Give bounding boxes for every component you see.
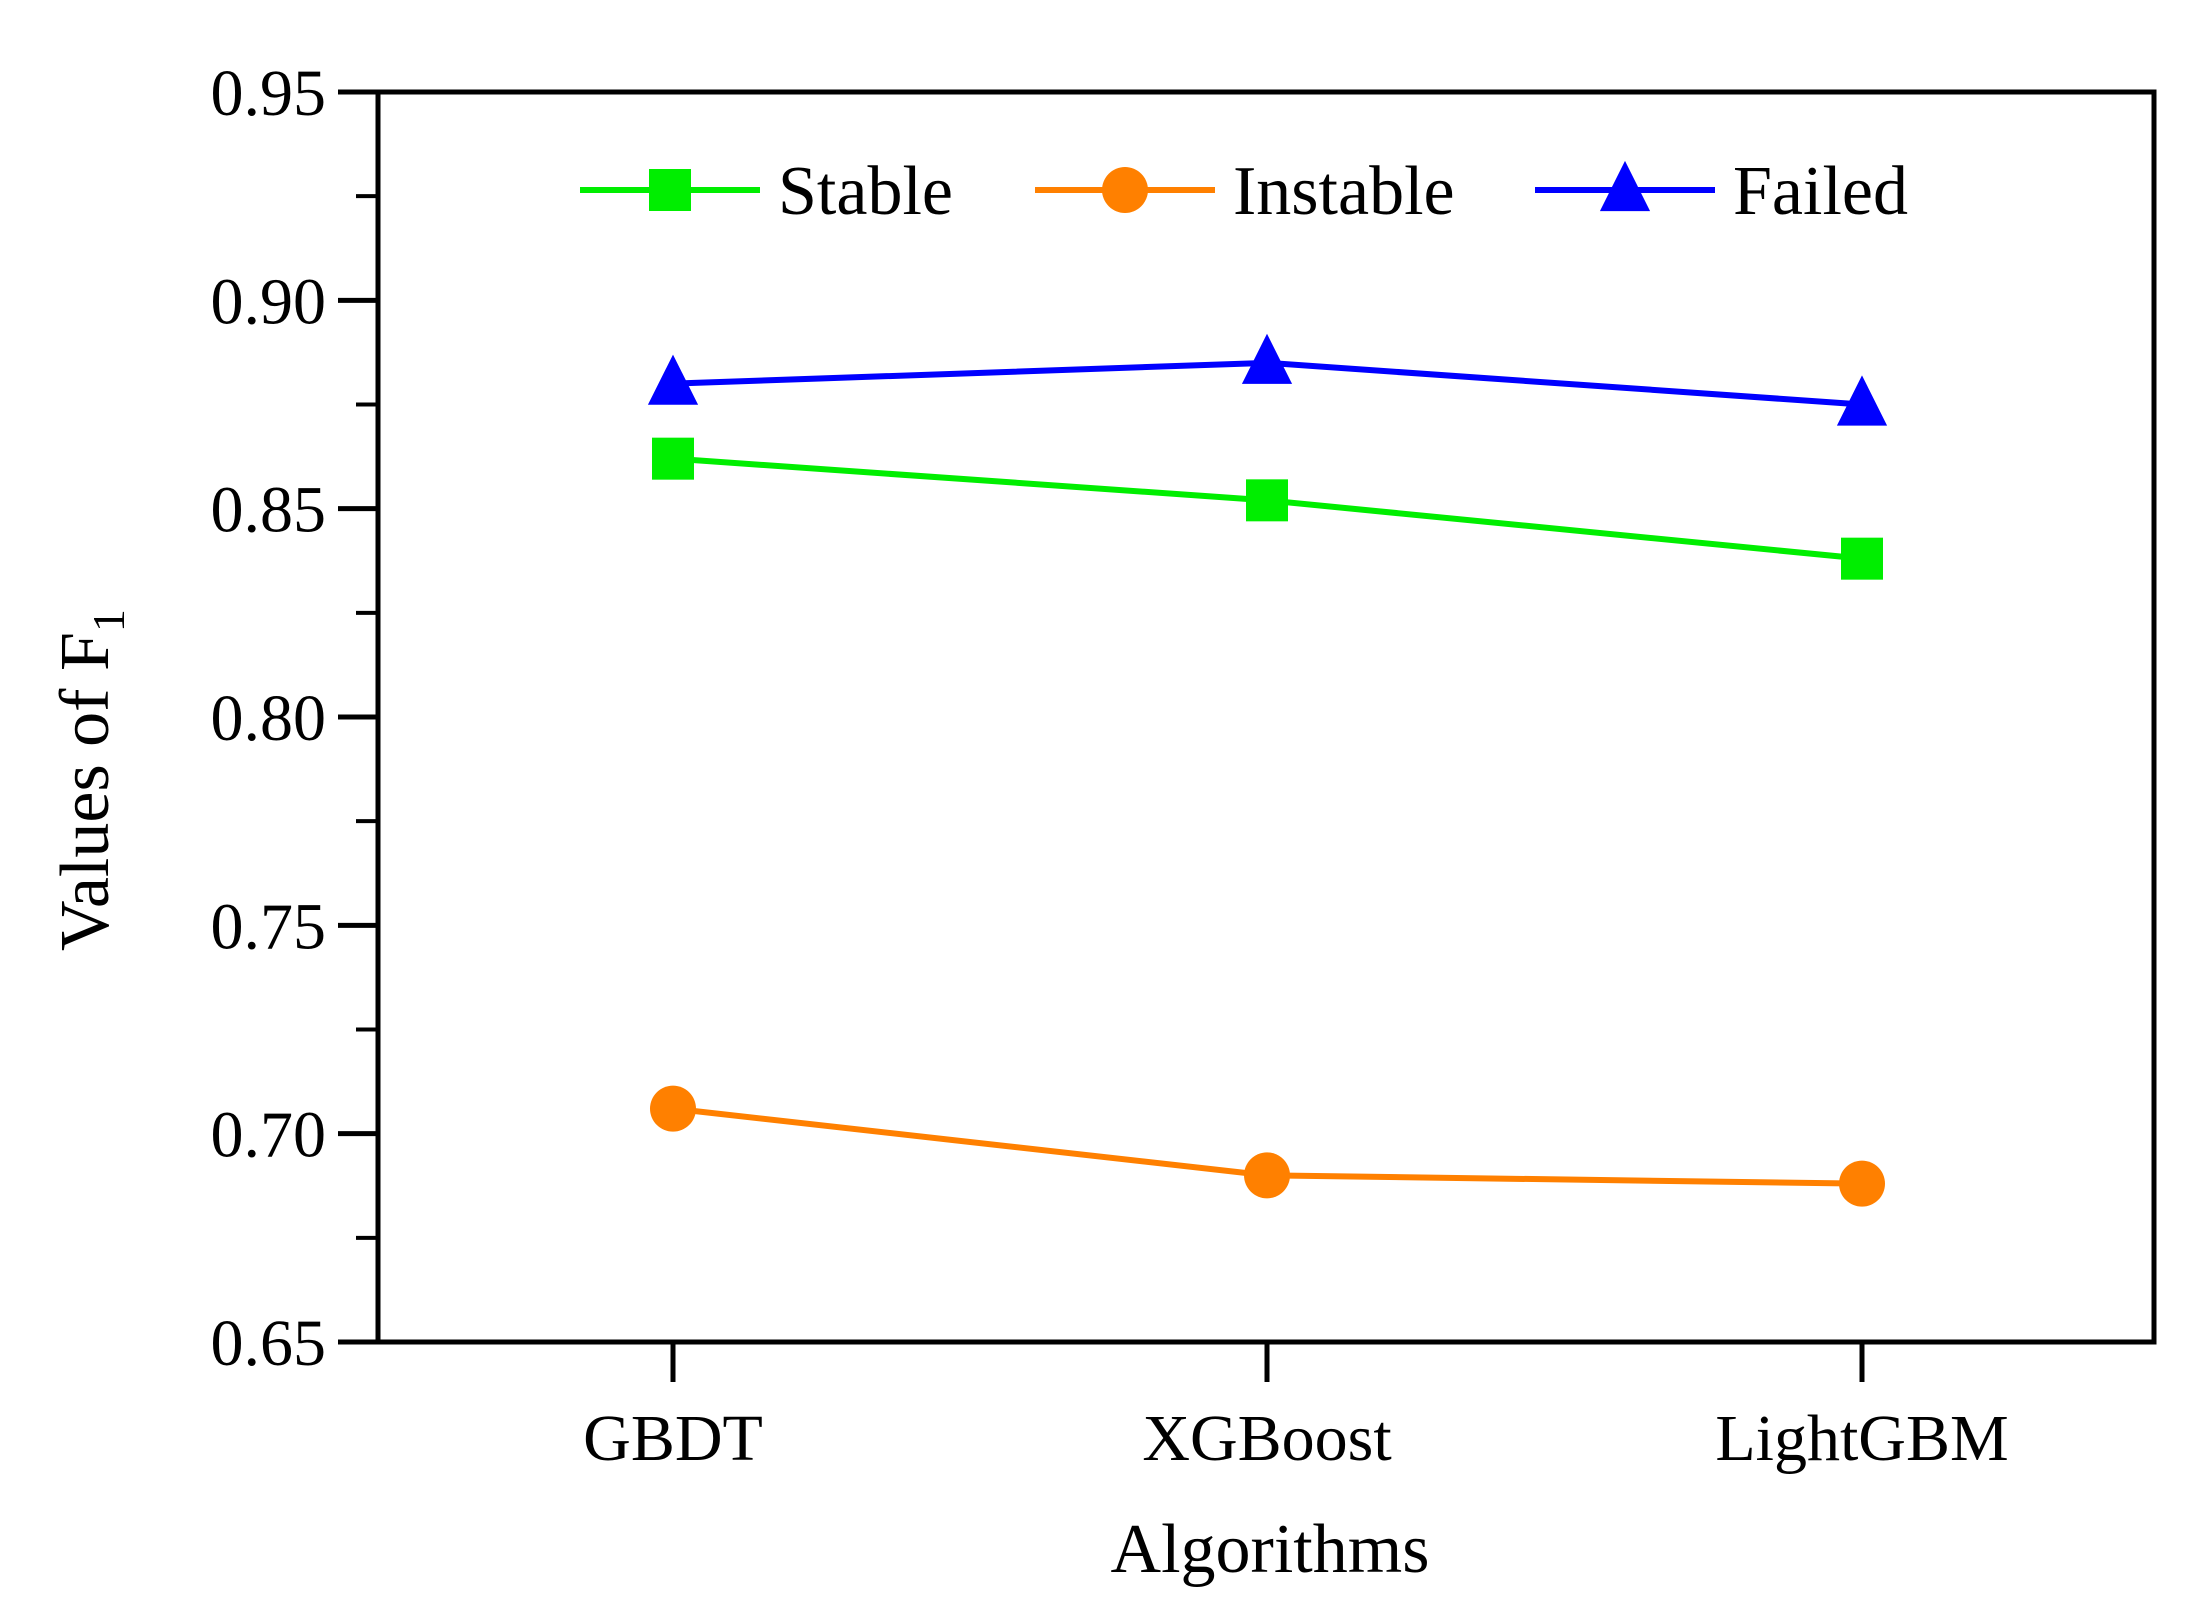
triangle-marker [1599,160,1651,212]
series-failed [647,333,1888,426]
legend-label: Failed [1733,153,1908,230]
circle-marker [1102,167,1148,213]
series-layer [647,333,1888,1207]
square-marker [649,169,691,211]
y-tick-label: 0.65 [211,1307,327,1380]
y-axis-title: Values of F1 [47,609,134,951]
y-axis-title-text: Values of F [47,632,124,951]
y-tick-label: 0.80 [211,682,327,755]
series-instable [650,1085,1885,1207]
circle-marker [1839,1160,1885,1207]
legend: Stable Instable Failed [580,153,1908,230]
legend-label: Instable [1233,153,1455,230]
x-axis: GBDT XGBoost LightGBM [583,1342,2009,1475]
legend-label: Stable [778,153,953,230]
y-tick-label: 0.90 [211,265,327,338]
legend-item-stable: Stable [580,153,953,230]
legend-item-instable: Instable [1035,153,1455,230]
x-tick-label: GBDT [583,1402,763,1475]
y-axis: 0.65 0.70 0.75 0.80 0.85 0.90 0.95 [211,57,378,1380]
triangle-marker [1836,375,1888,426]
x-tick-label: XGBoost [1142,1402,1391,1475]
y-tick-label: 0.95 [211,57,327,130]
square-marker [1841,537,1883,580]
circle-marker [650,1085,696,1132]
square-marker [652,437,694,480]
legend-item-failed: Failed [1535,153,1908,230]
y-tick-label: 0.70 [211,1099,327,1172]
y-tick-label: 0.75 [211,890,327,963]
x-tick-label: LightGBM [1715,1402,2008,1475]
x-axis-title: Algorithms [1111,1511,1430,1588]
y-axis-title-subscript: 1 [83,609,134,632]
triangle-marker [1241,333,1293,384]
square-marker [1246,479,1288,522]
circle-marker [1244,1152,1290,1199]
series-stable [652,437,1883,580]
triangle-marker [647,354,699,405]
y-tick-label: 0.85 [211,474,327,547]
